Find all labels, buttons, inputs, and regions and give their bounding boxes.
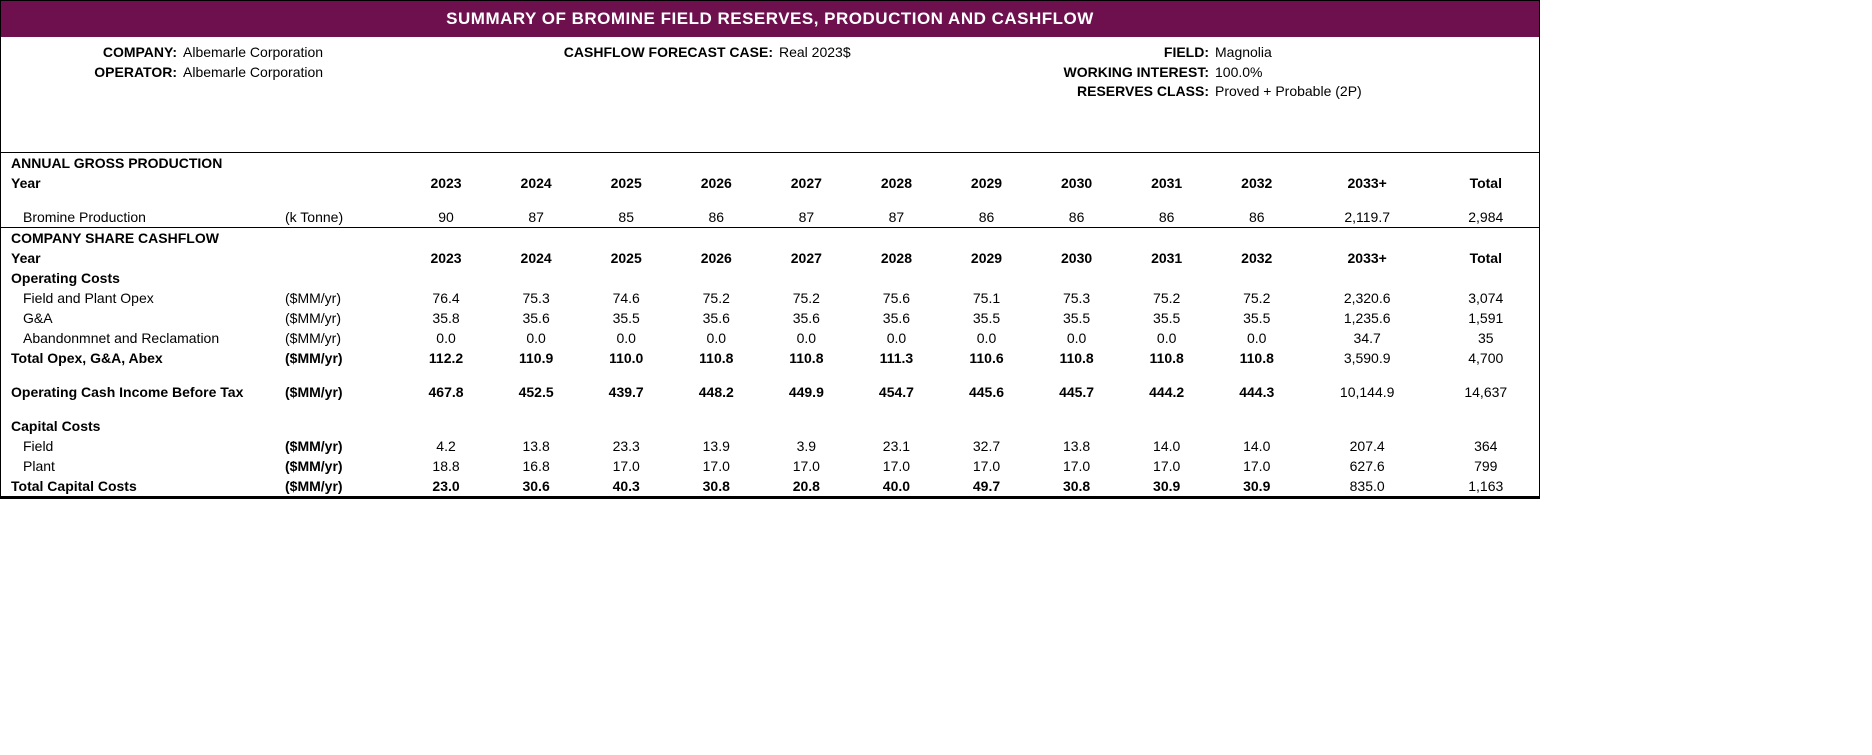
year-label-2: Year <box>1 248 281 268</box>
case-label: CASHFLOW FORECAST CASE: <box>517 43 777 63</box>
cfield-row: Field ($MM/yr) 4.213.823.313.9 3.923.132… <box>1 436 1539 456</box>
field-label: FIELD: <box>1023 43 1213 63</box>
fpo-label: Field and Plant Opex <box>1 288 281 308</box>
field-value: Magnolia <box>1213 43 1272 63</box>
opcosts-label: Operating Costs <box>1 268 1539 288</box>
report-container: SUMMARY OF BROMINE FIELD RESERVES, PRODU… <box>0 0 1540 499</box>
tot-opex-row: Total Opex, G&A, Abex ($MM/yr) 112.2110.… <box>1 348 1539 368</box>
ga-label: G&A <box>1 308 281 328</box>
class-label: RESERVES CLASS: <box>1023 82 1213 102</box>
cplant-row: Plant ($MM/yr) 18.816.817.017.0 17.017.0… <box>1 456 1539 476</box>
prod-year-row: Year 2023202420252026 2027202820292030 2… <box>1 173 1539 193</box>
case-value: Real 2023$ <box>777 43 851 63</box>
bromine-row: Bromine Production (k Tonne) 90878586 87… <box>1 207 1539 228</box>
tot-opex-unit: ($MM/yr) <box>281 348 401 368</box>
report-title: SUMMARY OF BROMINE FIELD RESERVES, PRODU… <box>1 1 1539 37</box>
ar-label: Abandonmnet and Reclamation <box>1 328 281 348</box>
ocibt-label: Operating Cash Income Before Tax <box>1 382 281 402</box>
cplant-label: Plant <box>1 456 281 476</box>
year-label: Year <box>1 173 281 193</box>
tcap-row: Total Capital Costs ($MM/yr) 23.030.640.… <box>1 476 1539 497</box>
tcap-unit: ($MM/yr) <box>281 476 401 497</box>
bromine-unit: (k Tonne) <box>281 207 401 228</box>
ocibt-unit: ($MM/yr) <box>281 382 401 402</box>
fpo-row: Field and Plant Opex ($MM/yr) 76.475.374… <box>1 288 1539 308</box>
company-value: Albemarle Corporation <box>181 43 323 63</box>
prod-section-title: ANNUAL GROSS PRODUCTION <box>1 153 1539 173</box>
ar-row: Abandonmnet and Reclamation ($MM/yr) 0.0… <box>1 328 1539 348</box>
ga-unit: ($MM/yr) <box>281 308 401 328</box>
ocibt-row: Operating Cash Income Before Tax ($MM/yr… <box>1 382 1539 402</box>
cash-year-row: Year 2023202420252026 2027202820292030 2… <box>1 248 1539 268</box>
cash-section-title: COMPANY SHARE CASHFLOW <box>1 227 1539 248</box>
ga-row: G&A ($MM/yr) 35.835.635.535.6 35.635.635… <box>1 308 1539 328</box>
wi-value: 100.0% <box>1213 63 1262 83</box>
data-table: ANNUAL GROSS PRODUCTION Year 20232024202… <box>1 153 1539 498</box>
capcosts-label: Capital Costs <box>1 416 1539 436</box>
tcap-label: Total Capital Costs <box>1 476 281 497</box>
cfield-label: Field <box>1 436 281 456</box>
cfield-unit: ($MM/yr) <box>281 436 401 456</box>
company-label: COMPANY: <box>11 43 181 63</box>
cplant-unit: ($MM/yr) <box>281 456 401 476</box>
operator-value: Albemarle Corporation <box>181 63 323 83</box>
operator-label: OPERATOR: <box>11 63 181 83</box>
class-value: Proved + Probable (2P) <box>1213 82 1362 102</box>
bromine-label: Bromine Production <box>1 207 281 228</box>
tot-opex-label: Total Opex, G&A, Abex <box>1 348 281 368</box>
header-area: COMPANY: Albemarle Corporation OPERATOR:… <box>1 37 1539 153</box>
ar-unit: ($MM/yr) <box>281 328 401 348</box>
wi-label: WORKING INTEREST: <box>1023 63 1213 83</box>
fpo-unit: ($MM/yr) <box>281 288 401 308</box>
